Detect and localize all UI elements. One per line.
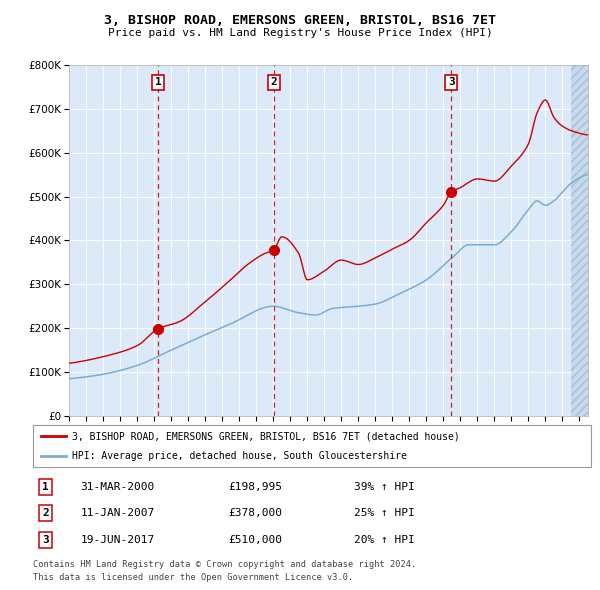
Text: 2: 2 — [271, 77, 277, 87]
Text: 39% ↑ HPI: 39% ↑ HPI — [354, 482, 415, 492]
Text: 19-JUN-2017: 19-JUN-2017 — [80, 535, 155, 545]
Bar — [571, 65, 588, 416]
Text: £378,000: £378,000 — [229, 509, 283, 518]
Text: 20% ↑ HPI: 20% ↑ HPI — [354, 535, 415, 545]
Text: 3, BISHOP ROAD, EMERSONS GREEN, BRISTOL, BS16 7ET (detached house): 3, BISHOP ROAD, EMERSONS GREEN, BRISTOL,… — [72, 431, 460, 441]
Text: 3: 3 — [42, 535, 49, 545]
Text: £510,000: £510,000 — [229, 535, 283, 545]
FancyBboxPatch shape — [33, 425, 591, 467]
Text: 2: 2 — [42, 509, 49, 518]
Text: Contains HM Land Registry data © Crown copyright and database right 2024.: Contains HM Land Registry data © Crown c… — [33, 560, 416, 569]
Text: 3: 3 — [448, 77, 455, 87]
Text: £198,995: £198,995 — [229, 482, 283, 492]
Text: 25% ↑ HPI: 25% ↑ HPI — [354, 509, 415, 518]
Text: This data is licensed under the Open Government Licence v3.0.: This data is licensed under the Open Gov… — [33, 572, 353, 582]
Text: 1: 1 — [42, 482, 49, 492]
Text: 1: 1 — [155, 77, 162, 87]
Text: 31-MAR-2000: 31-MAR-2000 — [80, 482, 155, 492]
Text: Price paid vs. HM Land Registry's House Price Index (HPI): Price paid vs. HM Land Registry's House … — [107, 28, 493, 38]
Text: HPI: Average price, detached house, South Gloucestershire: HPI: Average price, detached house, Sout… — [72, 451, 407, 461]
Text: 3, BISHOP ROAD, EMERSONS GREEN, BRISTOL, BS16 7ET: 3, BISHOP ROAD, EMERSONS GREEN, BRISTOL,… — [104, 14, 496, 27]
Text: 11-JAN-2007: 11-JAN-2007 — [80, 509, 155, 518]
